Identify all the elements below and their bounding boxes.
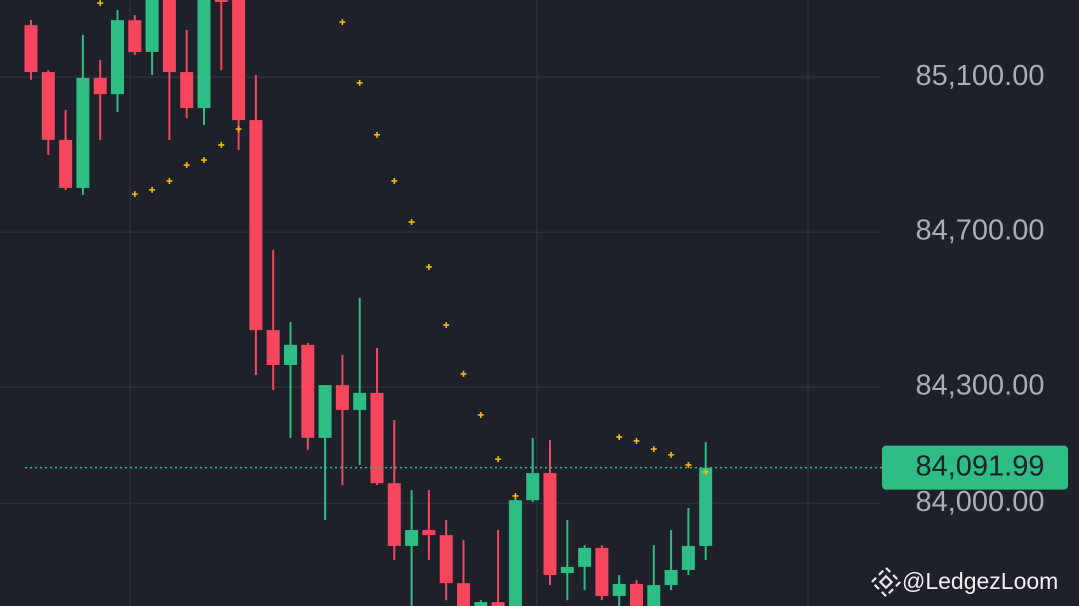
candle-body [76, 77, 90, 188]
candle-body [128, 20, 142, 52]
candle-body [508, 500, 522, 606]
candle-body [93, 77, 107, 95]
sar-dot [356, 79, 363, 86]
candle-body [422, 530, 436, 536]
sar-dot [443, 322, 450, 329]
sar-dot [477, 411, 484, 418]
candle-body [630, 583, 643, 606]
candle-body [647, 585, 661, 606]
sar-dot [149, 186, 156, 193]
sar-dot [131, 191, 138, 198]
candle-body [266, 330, 280, 365]
candle-body [180, 72, 194, 109]
candle-body [24, 25, 38, 73]
sar-dot [183, 162, 190, 169]
candle-body [197, 0, 211, 109]
candle-body [59, 139, 73, 188]
candle-body [387, 483, 401, 546]
sar-dot [495, 456, 502, 463]
candle-body [301, 344, 315, 438]
sar-dot [166, 177, 173, 184]
candle-body [664, 569, 678, 586]
candle-body [335, 385, 349, 410]
candle-body [214, 0, 228, 2]
current-price-badge [882, 445, 1068, 490]
current-price-label: 84,091.99 [915, 450, 1044, 482]
plot [24, 0, 882, 606]
candle-body [543, 473, 557, 576]
candle-body [249, 120, 263, 331]
candle-body [232, 0, 246, 121]
sar-dot [408, 219, 415, 226]
candle-body [370, 392, 384, 484]
candle-body [318, 385, 332, 438]
sar-dot [201, 157, 207, 164]
candle-body [578, 547, 592, 567]
candle-body [612, 583, 626, 596]
candle-body [41, 72, 55, 140]
sar-dot [97, 0, 104, 7]
y-tick-label: 84,300.00 [915, 370, 1044, 402]
candle-body [699, 467, 713, 546]
sar-dot [425, 263, 432, 270]
candle-body [439, 535, 453, 584]
candle-body [111, 20, 124, 95]
y-tick-label: 84,000.00 [915, 486, 1044, 518]
candle-body [474, 602, 488, 606]
candle-body [284, 344, 297, 365]
sar-dot [668, 451, 675, 458]
sar-dot [616, 434, 623, 441]
candle-body [457, 583, 470, 606]
sar-dot [685, 461, 692, 468]
candle-body [491, 602, 505, 606]
watermark-text: @LedgezLoom [902, 568, 1058, 594]
sar-dot [339, 19, 346, 26]
candle-body [162, 0, 176, 73]
grid [0, 76, 880, 505]
sar-dot [391, 177, 398, 184]
candle-body [526, 473, 540, 501]
sar-dot [460, 370, 467, 377]
watermark-icon [870, 566, 902, 598]
sar-dot [374, 131, 380, 138]
candle-body [405, 530, 419, 546]
sar-dot [512, 492, 519, 499]
candle-body [353, 392, 367, 410]
sar-dot [702, 468, 709, 475]
y-tick-label: 84,700.00 [915, 215, 1044, 247]
candle-body [681, 545, 695, 570]
sar-dot [218, 141, 225, 148]
y-axis: 84,000.00 84,300.00 84,700.00 85,100.00 84,0… [882, 60, 1068, 518]
watermark: @LedgezLoom [870, 566, 1058, 598]
candle-body [560, 566, 574, 574]
y-tick-label: 85,100.00 [915, 60, 1044, 92]
candle-body [595, 547, 609, 596]
candle-body [145, 0, 159, 52]
sar-dot [633, 437, 640, 444]
sar-dot [650, 446, 657, 453]
sar-dot [235, 126, 242, 133]
